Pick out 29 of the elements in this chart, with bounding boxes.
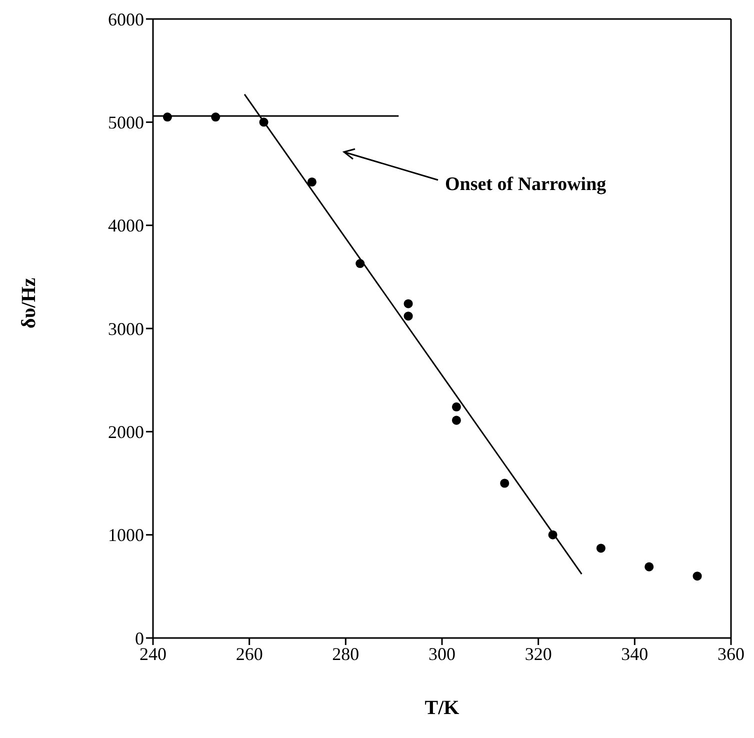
point (500, 478, 510, 488)
point (356, 259, 365, 268)
annotation: Onset of Narrowing (445, 174, 607, 195)
y-tick-label: 4000 (108, 216, 144, 236)
y-tick-label: 5000 (108, 112, 144, 133)
x-tick-label: 340 (621, 644, 648, 664)
point (548, 530, 558, 540)
point (452, 402, 461, 412)
point (692, 572, 702, 581)
point (596, 544, 606, 553)
x-tick-label: 300 (428, 644, 456, 664)
point (259, 118, 268, 127)
point (211, 112, 220, 122)
point (162, 112, 172, 122)
x-tick-label: 280 (332, 644, 360, 664)
point (404, 312, 413, 321)
y-tick-label: 6000 (108, 9, 144, 30)
point (307, 178, 316, 187)
x-tick-label: 360 (718, 644, 744, 664)
x-tick-label: 260 (236, 644, 263, 664)
point (404, 299, 413, 308)
y-tick-label: 3000 (108, 318, 144, 339)
y-tick-label: 1000 (108, 525, 144, 546)
point (644, 562, 654, 572)
point (452, 416, 461, 425)
x-tick-label: 320 (524, 644, 552, 664)
y-tick-label: 2000 (108, 422, 144, 442)
y-axis-title: δυ/Hz (18, 278, 40, 328)
x-axis-title: T/K (424, 697, 460, 719)
